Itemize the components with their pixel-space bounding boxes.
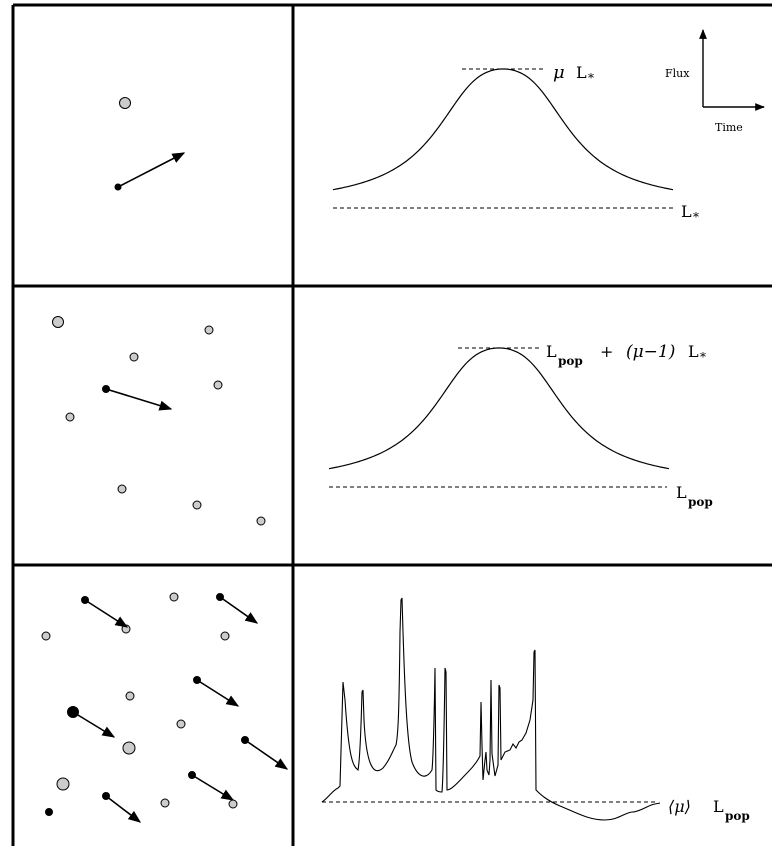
star (56, 777, 70, 791)
row1-lens-field (114, 97, 186, 191)
star (228, 799, 238, 809)
axes-legend: Flux Time (665, 29, 765, 134)
baseline-label-L-1: L (681, 202, 692, 221)
star (65, 412, 75, 422)
lens-motion-arrow (196, 679, 240, 707)
lens-motion-arrow (72, 711, 116, 738)
peak-label-L-2: L (546, 342, 557, 361)
star (52, 316, 64, 328)
star (117, 484, 127, 494)
lens-motion-arrow (105, 795, 142, 823)
peak-label-plus-2: + (600, 342, 613, 361)
peak-label-sub-1: * (588, 71, 594, 85)
star (176, 719, 186, 729)
grid-frame (11, 3, 772, 846)
lens-object (45, 808, 53, 816)
baseline-label-sub-2: pop (688, 495, 713, 509)
peak-label-mu-1: μ (553, 62, 565, 83)
baseline-label-mu-3: ⟨μ⟩ (668, 797, 691, 816)
lightcurve-2 (328, 347, 670, 470)
lens-motion-arrow (244, 739, 289, 770)
baseline-label-L-2: L (676, 483, 687, 502)
star (41, 631, 51, 641)
row3-lightcurve: ⟨μ⟩ L pop (321, 597, 750, 823)
star (204, 325, 214, 335)
lens-motion-arrow (105, 388, 173, 411)
lightcurve-1 (332, 68, 674, 191)
star (122, 741, 136, 755)
baseline-label-sub-3: pop (725, 809, 750, 823)
peak-label-L-1: L (576, 63, 587, 82)
star-source (119, 97, 131, 109)
row3-lens-field (41, 592, 289, 823)
lens-motion-arrow (117, 152, 186, 188)
star (220, 631, 230, 641)
peak-label-sub2-2: * (700, 350, 706, 364)
flux-axis-label: Flux (665, 67, 690, 80)
lens-motion-arrow (191, 774, 235, 801)
star (213, 380, 223, 390)
lens-motion-arrow (84, 599, 129, 628)
row1-lightcurve: μ L * L * Flux Time (332, 29, 765, 224)
peak-label-sub-2: pop (558, 354, 583, 368)
lens-motion-arrow (219, 596, 259, 624)
peak-label-mu-2: (μ−1) (626, 342, 675, 362)
star (160, 798, 170, 808)
row2-lightcurve: L pop + (μ−1) L * L pop (328, 342, 713, 509)
star (169, 592, 179, 602)
baseline-label-L-3: L (713, 797, 724, 816)
time-axis-label: Time (715, 121, 743, 134)
star (125, 691, 135, 701)
star (129, 352, 139, 362)
star (256, 516, 266, 526)
baseline-label-sub-1: * (693, 210, 699, 224)
star (192, 500, 202, 510)
peak-label-L2-2: L (688, 342, 699, 361)
lightcurve-3 (321, 597, 661, 821)
row2-lens-field (52, 316, 266, 526)
